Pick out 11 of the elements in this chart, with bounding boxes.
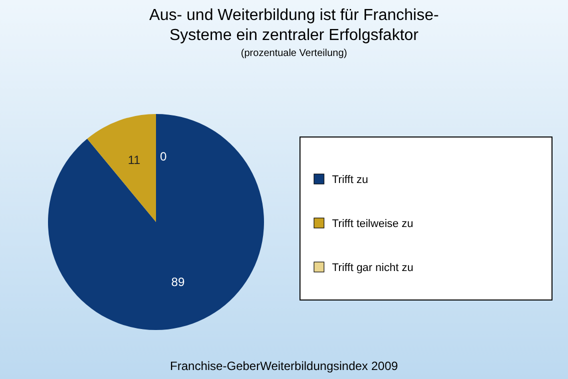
legend-label: Trifft teilweise zu [332, 218, 414, 230]
data-label: 89 [171, 275, 185, 290]
chart-title: Aus- und Weiterbildung ist für Franchise- Systeme ein zentraler Erfolgsfaktor [149, 7, 439, 44]
pie-slice [48, 114, 264, 330]
text: 0 [160, 149, 167, 164]
pie-slice [87, 114, 156, 222]
data-label: 11 [128, 153, 141, 168]
text: Franchise-GeberWeiterbildungsindex 2009 [170, 359, 398, 373]
legend-label: Trifft zu [332, 174, 368, 186]
legend-label: Trifft gar nicht zu [332, 262, 414, 274]
chart-subtitle: (prozentuale Verteilung) [240, 48, 348, 59]
